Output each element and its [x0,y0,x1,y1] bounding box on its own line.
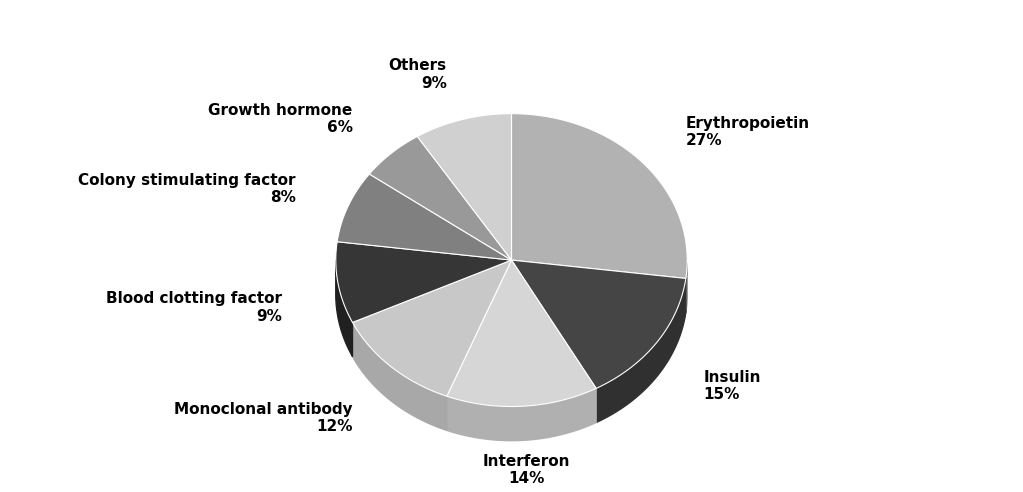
Text: Insulin
15%: Insulin 15% [704,369,761,402]
Text: Colony stimulating factor
8%: Colony stimulating factor 8% [79,173,296,205]
Text: Monoclonal antibody
12%: Monoclonal antibody 12% [174,402,353,434]
Polygon shape [338,174,512,260]
Polygon shape [512,260,685,388]
Polygon shape [447,388,596,441]
Polygon shape [336,242,512,322]
Polygon shape [596,278,685,423]
Text: Blood clotting factor
9%: Blood clotting factor 9% [106,291,282,324]
Polygon shape [353,260,512,396]
Polygon shape [512,114,687,278]
Text: Growth hormone
6%: Growth hormone 6% [209,103,353,135]
Polygon shape [447,260,596,406]
Text: Interferon
14%: Interferon 14% [482,454,570,486]
Text: Others
9%: Others 9% [389,58,447,91]
Polygon shape [336,260,353,357]
Polygon shape [353,322,447,430]
Polygon shape [369,136,512,260]
Polygon shape [417,114,512,260]
Text: Erythropoietin
27%: Erythropoietin 27% [685,116,809,149]
Polygon shape [685,263,687,312]
